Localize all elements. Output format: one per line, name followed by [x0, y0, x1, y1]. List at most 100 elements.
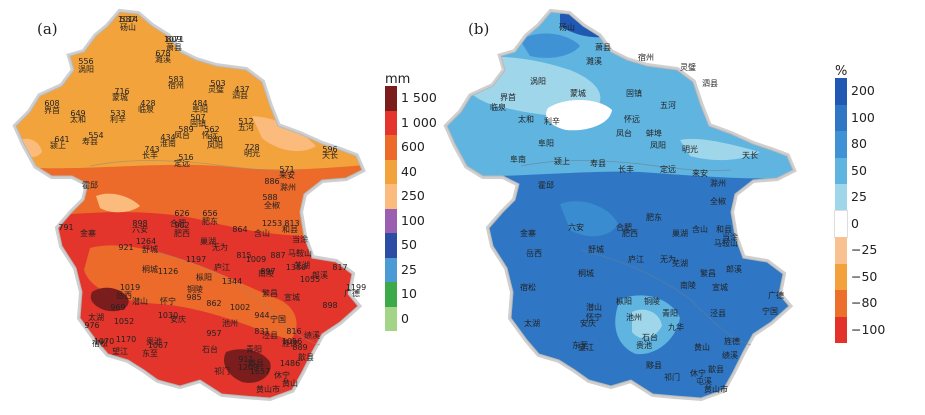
place-name: 郎溪 — [726, 264, 742, 274]
station-value: 815 — [236, 251, 251, 260]
place-name: 望江 — [578, 342, 594, 352]
station-value: 887 — [270, 251, 285, 260]
place-name: 庐江 — [628, 254, 644, 264]
place-name: 全椒 — [264, 200, 280, 210]
place-name: 蒙城 — [112, 92, 128, 102]
station-value: 1253 — [262, 219, 282, 228]
station-value: 556 — [78, 57, 93, 66]
legend-b: % 200 100 80 50 25 0 −25 −50 −80 −100 — [833, 64, 913, 344]
place-name: 休宁 — [690, 368, 706, 378]
place-name: 宁国 — [270, 314, 286, 324]
place-name: 祁门 — [664, 372, 680, 382]
place-name: 明光 — [244, 148, 260, 158]
legend-tick-label: 200 — [851, 83, 875, 99]
station-value: 678 — [155, 49, 170, 58]
place-name: 金寨 — [80, 228, 96, 238]
legend-tick-label: 25 — [851, 189, 867, 205]
station-value: 831 — [254, 327, 269, 336]
legend-tick-label: 10 — [401, 286, 417, 302]
station-value: 864 — [232, 225, 247, 234]
zone-above-1500-west — [90, 287, 129, 312]
station-value: 1002 — [230, 303, 250, 312]
place-name: 泾县 — [710, 309, 726, 318]
legend-tick-label: −25 — [851, 242, 878, 258]
place-name: 怀宁 — [586, 312, 602, 322]
legend-tick-label: 600 — [401, 139, 425, 155]
place-name: 怀远 — [202, 130, 218, 140]
place-name: 芜湖 — [294, 260, 310, 270]
station-value: 716 — [114, 87, 129, 96]
huai-river — [89, 160, 301, 171]
station-value: 743 — [144, 145, 159, 154]
place-name: 肥西 — [174, 229, 190, 238]
legend-swatch — [385, 135, 397, 160]
place-name: 繁昌 — [262, 288, 278, 298]
place-name: 石台 — [202, 344, 218, 354]
station-value: 1067 — [148, 341, 168, 350]
place-name: 东至 — [572, 340, 588, 350]
place-name: 无为 — [212, 242, 228, 252]
legend-swatch — [835, 78, 847, 105]
station-value: 985 — [186, 293, 201, 302]
legend-swatch — [385, 306, 397, 331]
place-name: 滁州 — [710, 178, 726, 188]
station-value: 589 — [178, 125, 193, 134]
legend-swatch — [835, 263, 847, 290]
legend-swatch — [385, 159, 397, 184]
place-name: 望江 — [112, 346, 128, 356]
legend-tick-label: 250 — [401, 188, 425, 204]
zone-north-tone — [80, 96, 211, 147]
legend-a: mm 1 500 1 000 600 40 250 100 50 25 10 0 — [385, 72, 445, 342]
place-name: 含山 — [254, 228, 270, 238]
place-name: 颍上 — [554, 157, 570, 166]
place-name: 池州 — [222, 318, 238, 328]
legend-swatch — [835, 290, 847, 317]
station-value: 1170 — [116, 335, 136, 344]
place-name: 潜山 — [132, 296, 148, 306]
place-name: 全椒 — [710, 196, 726, 206]
legend-tick-label: 100 — [851, 109, 875, 125]
place-name: 黄山 — [282, 378, 298, 388]
zone-0-25-south — [632, 309, 662, 339]
legend-tick-label: −100 — [851, 321, 886, 337]
legend-swatch — [835, 184, 847, 211]
place-name: 岳西 — [526, 248, 542, 258]
place-name: 潜山 — [586, 302, 602, 312]
station-value: 1071 — [164, 35, 184, 44]
station-value: 957 — [206, 329, 221, 338]
station-value: 588 — [262, 193, 277, 202]
place-name: 旌德 — [282, 338, 298, 348]
place-name: 当涂 — [722, 232, 738, 242]
place-name: 铜陵 — [644, 296, 660, 306]
place-name: 灵璧 — [208, 84, 224, 94]
station-value: 484 — [192, 99, 207, 108]
place-name: 郎溪 — [312, 270, 328, 280]
place-name: 芜湖 — [672, 258, 688, 268]
place-name: 砀山 — [120, 22, 136, 32]
place-name: 宿松 — [520, 282, 536, 292]
place-name: 利辛 — [110, 114, 126, 124]
station-value: 516 — [178, 153, 193, 162]
station-value: 817 — [332, 263, 347, 272]
place-name: 太湖 — [88, 312, 104, 322]
legend-swatch — [385, 257, 397, 282]
place-name: 广德 — [768, 290, 784, 300]
station-value: 1380 — [286, 263, 306, 272]
place-name: 无为 — [660, 254, 676, 264]
place-name: 六安 — [568, 222, 584, 232]
station-value: 649 — [70, 109, 85, 118]
place-name: 绩溪 — [722, 350, 738, 360]
place-name: 当涂 — [292, 234, 308, 244]
station-value: 898 — [322, 301, 337, 310]
legend-tick-label: 50 — [851, 162, 867, 178]
station-value: 969 — [110, 303, 125, 312]
station-value: 1264 — [136, 237, 156, 246]
station-value: 512 — [238, 117, 253, 126]
station-value: 434 — [160, 133, 175, 142]
station-value: 537 — [120, 15, 135, 24]
legend-tick-label: 0 — [851, 215, 859, 231]
station-value: 1052 — [114, 317, 134, 326]
station-value: 809 — [166, 35, 181, 44]
